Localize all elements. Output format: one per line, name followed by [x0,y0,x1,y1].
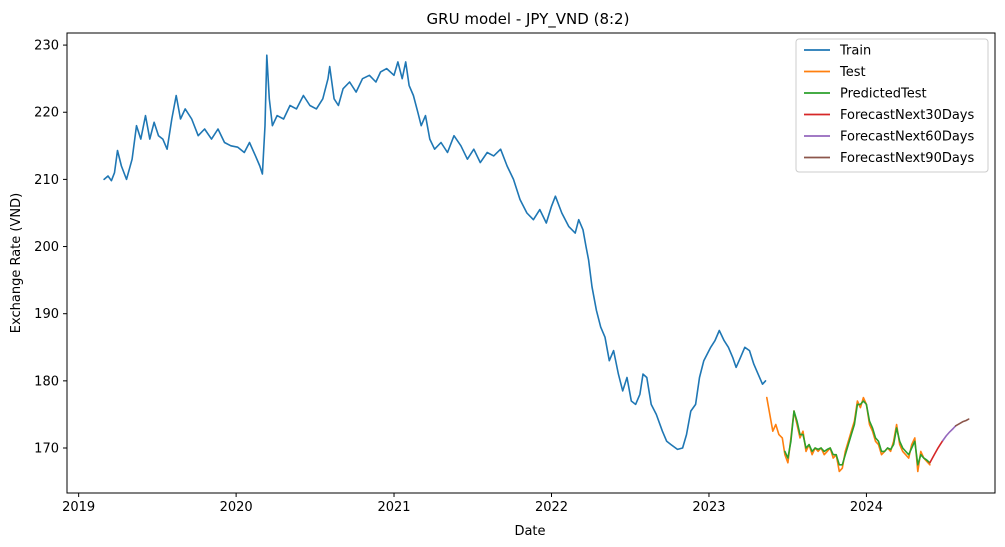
y-tick-label: 190 [34,307,59,322]
x-tick-label: 2020 [220,500,253,515]
series-layer [103,54,970,473]
y-tick-label: 210 [34,173,59,188]
y-axis-label: Exchange Rate (VND) [9,193,24,333]
chart-title: GRU model - JPY_VND (8:2) [427,10,630,29]
series-line-train [103,54,767,451]
y-tick-label: 230 [34,39,59,54]
series-line-forecastnext60days [942,425,957,442]
x-axis-label: Date [514,524,545,539]
legend-box [795,38,989,173]
legend-label: ForecastNext30Days [840,108,975,123]
x-tick-label: 2022 [535,500,568,515]
legend-label: PredictedTest [840,87,927,102]
legend-label: Test [839,65,866,80]
x-tick-label: 2019 [62,500,95,515]
x-tick-label: 2023 [692,500,725,515]
legend-label: ForecastNext90Days [840,151,975,166]
x-tick-label: 2024 [850,500,883,515]
series-line-forecastnext90days [954,418,970,427]
legend-label: Train [839,44,871,59]
x-axis: 2019 2020 2021 2022 2023 2024 [62,493,883,515]
y-tick-label: 170 [34,442,59,457]
y-axis: 170 180 190 200 210 220 230 [34,39,67,457]
y-tick-label: 200 [34,240,59,255]
plot-frame [66,32,996,494]
x-tick-label: 2021 [377,500,410,515]
series-line-predictedtest [784,400,931,466]
legend-label: ForecastNext60Days [840,130,975,145]
y-tick-label: 220 [34,106,59,121]
legend: Train Test PredictedTest ForecastNext30Days… [795,38,989,173]
series-line-forecastnext30days [929,439,944,464]
y-tick-label: 180 [34,374,59,389]
